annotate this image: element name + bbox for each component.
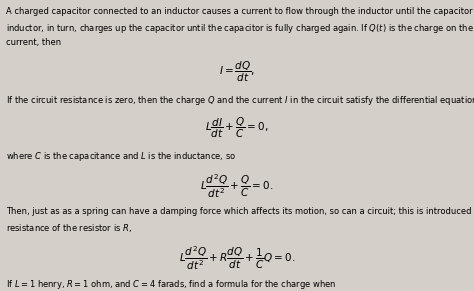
Text: resistance of the resistor is $R$,: resistance of the resistor is $R$, — [6, 222, 132, 234]
Text: $L\dfrac{dI}{dt} + \dfrac{Q}{C} = 0,$: $L\dfrac{dI}{dt} + \dfrac{Q}{C} = 0,$ — [205, 116, 269, 140]
Text: inductor, in turn, charges up the capacitor until the capacitor is fully charged: inductor, in turn, charges up the capaci… — [6, 22, 474, 36]
Text: A charged capacitor connected to an inductor causes a current to flow through th: A charged capacitor connected to an indu… — [6, 7, 474, 16]
Text: If $L = 1$ henry, $R = 1$ ohm, and $C = 4$ farads, find a formula for the charge: If $L = 1$ henry, $R = 1$ ohm, and $C = … — [6, 278, 336, 291]
Text: $L\dfrac{d^2Q}{dt^2} + \dfrac{Q}{C} = 0.$: $L\dfrac{d^2Q}{dt^2} + \dfrac{Q}{C} = 0.… — [201, 172, 273, 200]
Text: If the circuit resistance is zero, then the charge $Q$ and the current $I$ in th: If the circuit resistance is zero, then … — [6, 94, 474, 107]
Text: $I = \dfrac{dQ}{dt},$: $I = \dfrac{dQ}{dt},$ — [219, 60, 255, 84]
Text: current, then: current, then — [6, 38, 61, 47]
Text: where $C$ is the capacitance and $L$ is the inductance, so: where $C$ is the capacitance and $L$ is … — [6, 150, 236, 163]
Text: $L\dfrac{d^2Q}{dt^2} + R\dfrac{dQ}{dt} + \dfrac{1}{C}Q = 0.$: $L\dfrac{d^2Q}{dt^2} + R\dfrac{dQ}{dt} +… — [179, 244, 295, 272]
Text: Then, just as as a spring can have a damping force which affects its motion, so : Then, just as as a spring can have a dam… — [6, 207, 474, 216]
